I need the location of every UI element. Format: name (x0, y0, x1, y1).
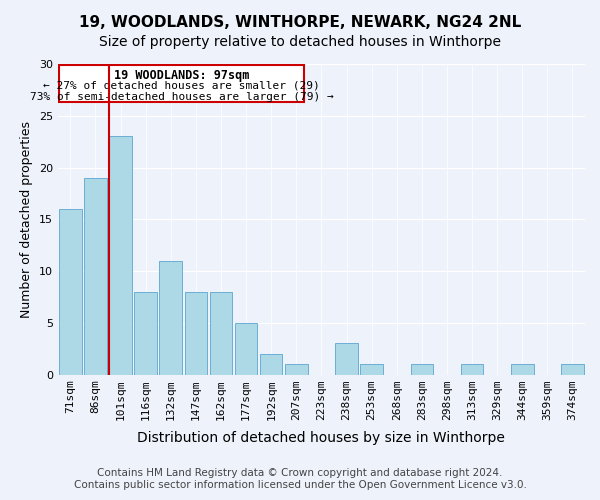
Text: Size of property relative to detached houses in Winthorpe: Size of property relative to detached ho… (99, 35, 501, 49)
Bar (335, 344, 358, 374)
Y-axis label: Number of detached properties: Number of detached properties (20, 121, 33, 318)
Bar (209, 292, 232, 374)
Bar (561, 364, 584, 374)
Bar (511, 364, 533, 374)
Bar (235, 323, 257, 374)
Bar (160, 260, 182, 374)
Bar (134, 292, 157, 374)
Text: 73% of semi-detached houses are larger (79) →: 73% of semi-detached houses are larger (… (29, 92, 334, 102)
Bar (185, 292, 207, 374)
Bar (260, 354, 283, 374)
Bar (461, 364, 484, 374)
Bar (410, 364, 433, 374)
X-axis label: Distribution of detached houses by size in Winthorpe: Distribution of detached houses by size … (137, 431, 505, 445)
Bar (84, 178, 107, 374)
Text: 19 WOODLANDS: 97sqm: 19 WOODLANDS: 97sqm (114, 68, 249, 82)
FancyBboxPatch shape (59, 65, 304, 102)
Text: ← 27% of detached houses are smaller (29): ← 27% of detached houses are smaller (29… (43, 80, 320, 90)
Text: 19, WOODLANDS, WINTHORPE, NEWARK, NG24 2NL: 19, WOODLANDS, WINTHORPE, NEWARK, NG24 2… (79, 15, 521, 30)
Text: Contains HM Land Registry data © Crown copyright and database right 2024.
Contai: Contains HM Land Registry data © Crown c… (74, 468, 526, 490)
Bar (59, 209, 82, 374)
Bar (109, 136, 132, 374)
Bar (361, 364, 383, 374)
Bar (285, 364, 308, 374)
